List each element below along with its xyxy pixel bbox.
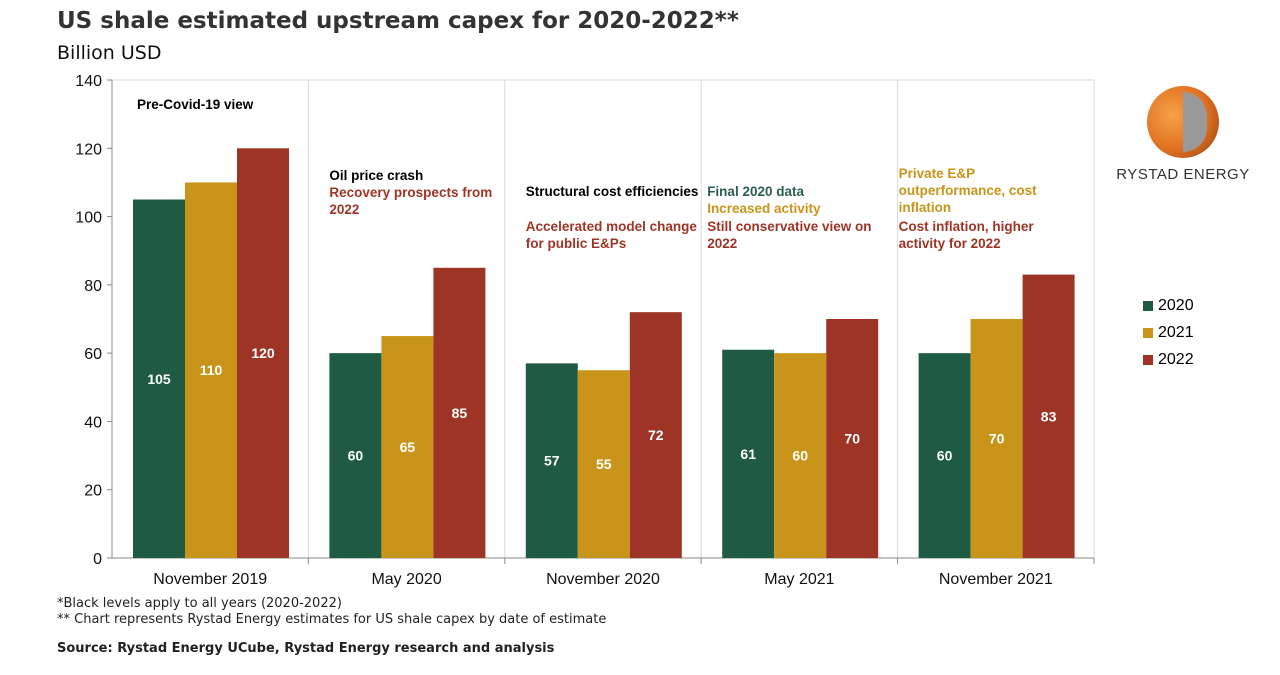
bar-2022 xyxy=(1022,274,1075,558)
data-label: 110 xyxy=(200,362,223,378)
bar-2022 xyxy=(433,267,486,558)
data-label: 60 xyxy=(937,448,953,464)
legend-item: 2022 xyxy=(1143,346,1194,373)
x-tick-label: November 2019 xyxy=(153,571,267,588)
annotation: Oil price crash xyxy=(329,168,424,183)
y-tick-label: 0 xyxy=(93,551,102,568)
bar-2020 xyxy=(525,363,578,558)
source: Source: Rystad Energy UCube, Rystad Ener… xyxy=(57,641,555,656)
legend-label: 2022 xyxy=(1158,350,1194,368)
legend-item: 2021 xyxy=(1143,319,1194,346)
bar-2022 xyxy=(629,312,682,558)
annotation: Final 2020 data xyxy=(707,184,804,199)
x-tick-label: November 2020 xyxy=(546,571,660,588)
y-tick-label: 120 xyxy=(75,141,102,158)
logo-text: RYSTAD ENERGY xyxy=(1116,166,1250,183)
bar-2021 xyxy=(970,319,1023,558)
data-label: 70 xyxy=(844,431,860,447)
footnote-2: ** Chart represents Rystad Energy estima… xyxy=(57,612,607,627)
chart-subtitle: Billion USD xyxy=(57,42,162,64)
footnote-1: *Black levels apply to all years (2020-2… xyxy=(57,596,342,611)
data-label: 120 xyxy=(251,345,275,361)
bar-2021 xyxy=(577,370,630,558)
legend-swatch xyxy=(1143,327,1153,338)
data-label: 65 xyxy=(400,439,416,455)
globe-icon xyxy=(1147,86,1219,158)
y-tick-label: 80 xyxy=(84,278,102,295)
annotation: Still conservative view on 2022 xyxy=(707,219,872,251)
y-tick-label: 40 xyxy=(84,414,102,431)
legend-swatch xyxy=(1143,354,1153,365)
annotation: Pre-Covid-19 view xyxy=(137,97,254,112)
bar-2020 xyxy=(329,353,382,558)
legend-label: 2020 xyxy=(1158,296,1194,314)
y-tick-label: 60 xyxy=(84,346,102,363)
data-label: 83 xyxy=(1041,408,1057,424)
data-label: 72 xyxy=(648,427,664,443)
data-label: 61 xyxy=(740,446,756,462)
data-label: 70 xyxy=(989,431,1005,447)
y-tick-label: 20 xyxy=(84,483,102,500)
bar-2020 xyxy=(918,353,971,558)
x-tick-label: May 2021 xyxy=(764,571,834,588)
legend-item: 2020 xyxy=(1143,292,1194,319)
chart-title: US shale estimated upstream capex for 20… xyxy=(57,8,739,34)
y-tick-label: 140 xyxy=(75,73,102,90)
annotation: Private E&P outperformance, cost inflati… xyxy=(898,166,1037,215)
legend-label: 2021 xyxy=(1158,323,1194,341)
annotation: Recovery prospects from 2022 xyxy=(329,185,493,217)
legend-swatch xyxy=(1143,300,1153,311)
bar-2021 xyxy=(774,353,827,558)
annotation: Increased activity xyxy=(707,201,821,216)
annotation: Cost inflation, higher activity for 2022 xyxy=(898,219,1034,251)
bar-2021 xyxy=(381,336,434,558)
data-label: 55 xyxy=(596,456,612,472)
x-tick-label: November 2021 xyxy=(939,571,1053,588)
y-tick-label: 100 xyxy=(75,210,102,227)
data-label: 60 xyxy=(792,448,808,464)
bar-2021 xyxy=(185,182,237,558)
data-label: 105 xyxy=(147,371,171,387)
bar-2020 xyxy=(722,349,775,558)
data-label: 57 xyxy=(544,453,560,469)
annotation: Structural cost efficiencies xyxy=(525,184,699,199)
bar-2020 xyxy=(133,199,185,558)
bar-2022 xyxy=(237,148,289,559)
x-tick-label: May 2020 xyxy=(371,571,441,588)
bar-2022 xyxy=(826,319,879,558)
legend: 2020 2021 2022 xyxy=(1143,292,1194,373)
data-label: 85 xyxy=(452,405,468,421)
annotation: Accelerated model change for public E&Ps xyxy=(525,219,697,251)
data-label: 60 xyxy=(348,448,364,464)
rystad-logo: RYSTAD ENERGY xyxy=(1113,86,1253,183)
